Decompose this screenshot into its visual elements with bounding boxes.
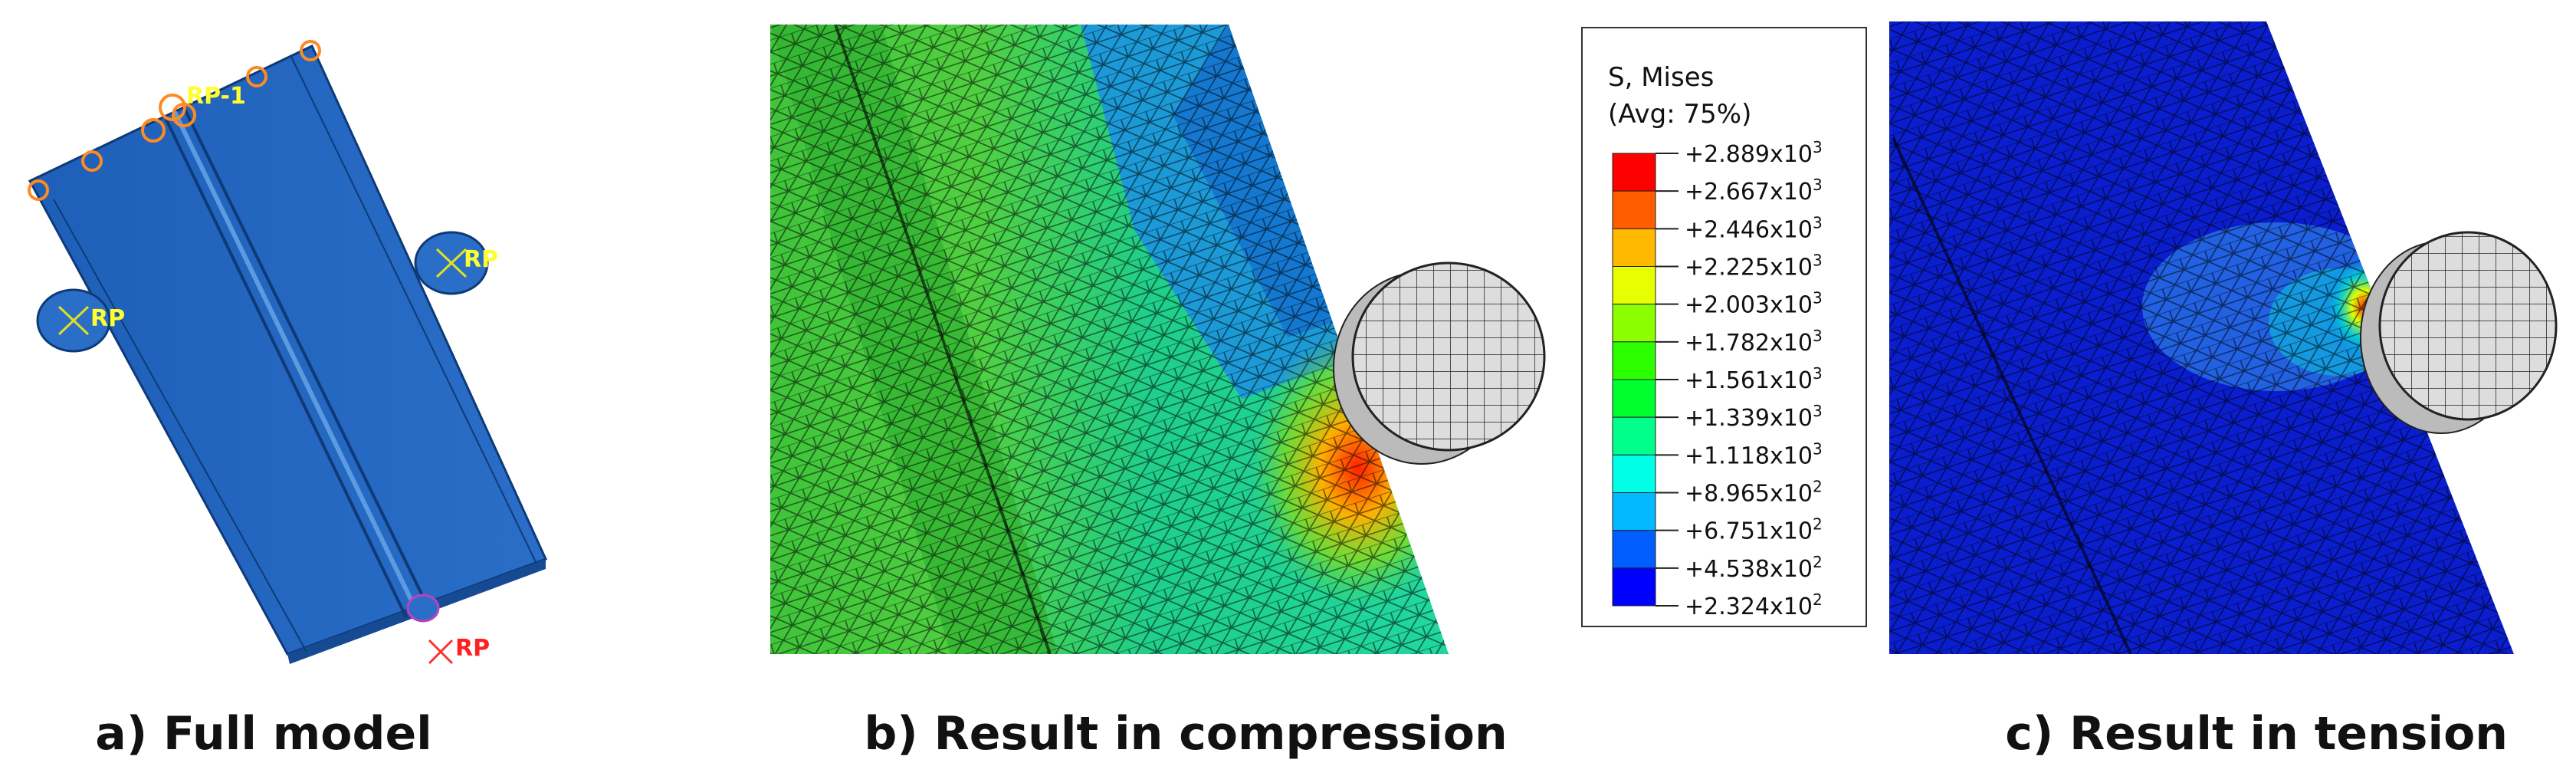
level-mantissa: +6.751x10 xyxy=(1685,518,1813,545)
caption: b) Result in compression xyxy=(864,707,1507,761)
legend-level-label: +1.339x103 xyxy=(1685,402,1823,432)
legend-color-band xyxy=(1612,190,1656,229)
level-exponent: 3 xyxy=(1813,213,1823,232)
level-mantissa: +8.965x10 xyxy=(1685,481,1813,508)
legend-level-label: +1.782x103 xyxy=(1685,327,1823,357)
caption: a) Full model xyxy=(95,707,432,761)
legend-level-label: +1.561x103 xyxy=(1685,364,1823,394)
legend-subtitle: (Avg: 75%) xyxy=(1608,99,1751,130)
level-mantissa: +2.225x10 xyxy=(1685,255,1813,281)
level-mantissa: +2.667x10 xyxy=(1685,179,1813,206)
level-exponent: 3 xyxy=(1813,327,1823,345)
level-exponent: 2 xyxy=(1813,590,1823,609)
level-exponent: 2 xyxy=(1813,478,1823,496)
level-mantissa: +1.782x10 xyxy=(1685,330,1813,357)
level-exponent: 3 xyxy=(1813,364,1823,383)
legend-color-band xyxy=(1612,228,1656,268)
level-mantissa: +1.118x10 xyxy=(1685,442,1813,469)
level-exponent: 3 xyxy=(1813,402,1823,420)
legend-color-band xyxy=(1612,379,1656,418)
legend-level-label: +2.446x103 xyxy=(1685,213,1823,243)
legend-level-label: +2.225x103 xyxy=(1685,252,1823,281)
legend-color-band xyxy=(1612,341,1656,380)
legend-level-label: +4.538x102 xyxy=(1685,553,1823,583)
level-mantissa: +2.889x10 xyxy=(1685,141,1813,168)
legend-level-label: +1.118x103 xyxy=(1685,439,1823,469)
legend-level-label: +8.965x102 xyxy=(1685,478,1823,508)
caption: c) Result in tension xyxy=(2005,707,2508,761)
level-exponent: 3 xyxy=(1813,138,1823,156)
rp-label: RP xyxy=(464,246,498,273)
legend-color-band xyxy=(1612,567,1656,607)
legend: S, Mises (Avg: 75%) +2.889x103+2.667x103… xyxy=(1581,27,1867,627)
rp-label: RP xyxy=(455,635,490,662)
level-exponent: 3 xyxy=(1813,252,1823,270)
level-exponent: 3 xyxy=(1813,176,1823,194)
legend-color-band xyxy=(1612,266,1656,305)
tension-result xyxy=(1889,21,2558,654)
level-exponent: 2 xyxy=(1813,553,1823,571)
rp-label: RP xyxy=(90,305,125,332)
rp-label: RP-1 xyxy=(186,83,246,110)
legend-color-band xyxy=(1612,530,1656,569)
legend-color-band xyxy=(1612,454,1656,493)
level-mantissa: +2.446x10 xyxy=(1685,216,1813,243)
level-exponent: 3 xyxy=(1813,289,1823,307)
legend-level-label: +2.324x102 xyxy=(1685,590,1823,620)
legend-level-label: +2.667x103 xyxy=(1685,176,1823,206)
legend-level-label: +2.889x103 xyxy=(1685,138,1823,168)
level-mantissa: +1.561x10 xyxy=(1685,367,1813,394)
legend-color-band xyxy=(1612,416,1656,455)
level-mantissa: +2.324x10 xyxy=(1685,594,1813,620)
legend-color-band xyxy=(1612,492,1656,531)
legend-title: S, Mises xyxy=(1608,62,1714,93)
legend-color-band xyxy=(1612,153,1656,192)
level-mantissa: +1.339x10 xyxy=(1685,405,1813,432)
full-model: RP-1 RP RP RP xyxy=(28,40,548,665)
level-exponent: 3 xyxy=(1813,439,1823,458)
legend-level-label: +6.751x102 xyxy=(1685,515,1823,545)
level-mantissa: +2.003x10 xyxy=(1685,292,1813,319)
compression-result xyxy=(770,25,1546,654)
legend-color-band xyxy=(1612,304,1656,343)
level-mantissa: +4.538x10 xyxy=(1685,556,1813,583)
legend-level-label: +2.003x103 xyxy=(1685,289,1823,319)
level-exponent: 2 xyxy=(1813,515,1823,534)
